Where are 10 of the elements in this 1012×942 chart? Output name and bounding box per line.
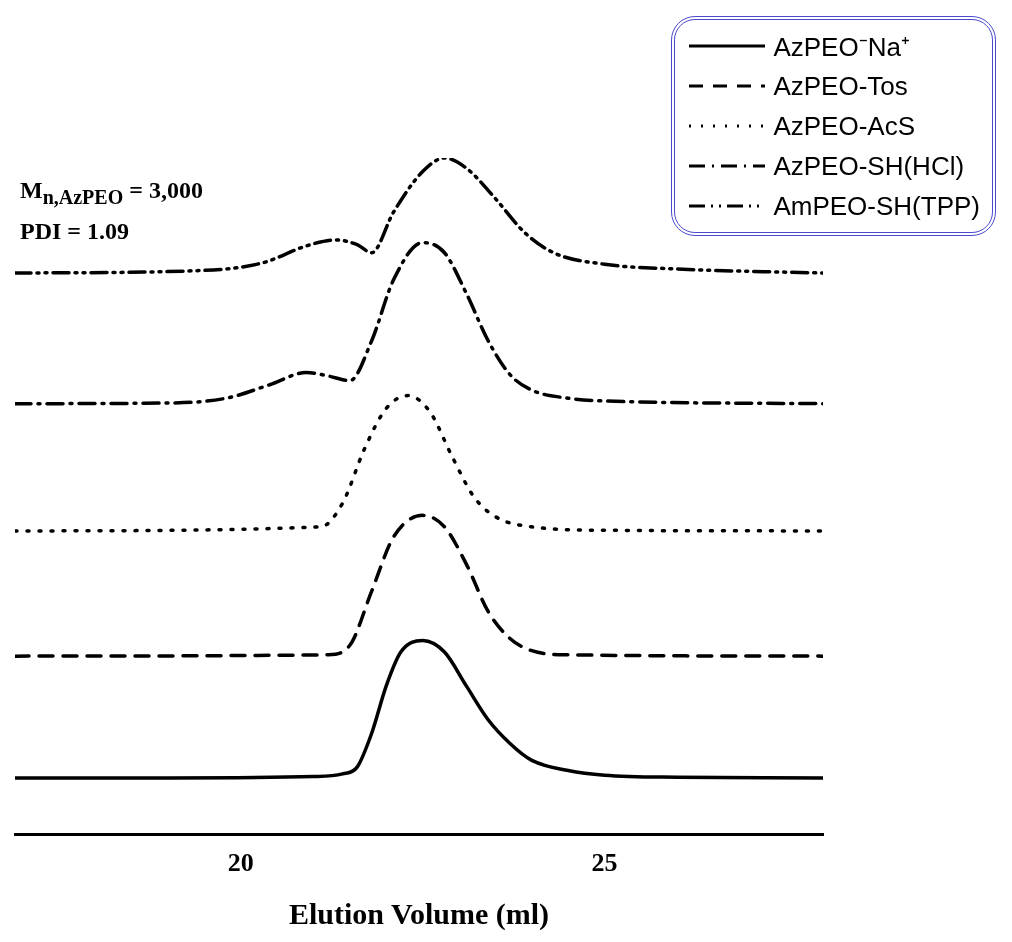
legend-label: AzPEO⁻Na⁺ — [773, 31, 910, 64]
legend-label: AzPEO-AcS — [773, 110, 916, 142]
legend-label: AmPEO-SH(TPP) — [773, 190, 980, 222]
x-axis-title: Elution Volume (ml) — [288, 896, 550, 931]
legend-label: AzPEO-Tos — [773, 70, 908, 102]
legend-label: AzPEO-SH(HCl) — [773, 150, 965, 182]
x-tick-label: 25 — [591, 848, 618, 878]
x-tick-label: 20 — [227, 848, 254, 878]
annotation: PDI = 1.09 — [20, 216, 130, 246]
annotation: M$_{n,AzPEO}$ = 3,000 — [20, 176, 203, 210]
